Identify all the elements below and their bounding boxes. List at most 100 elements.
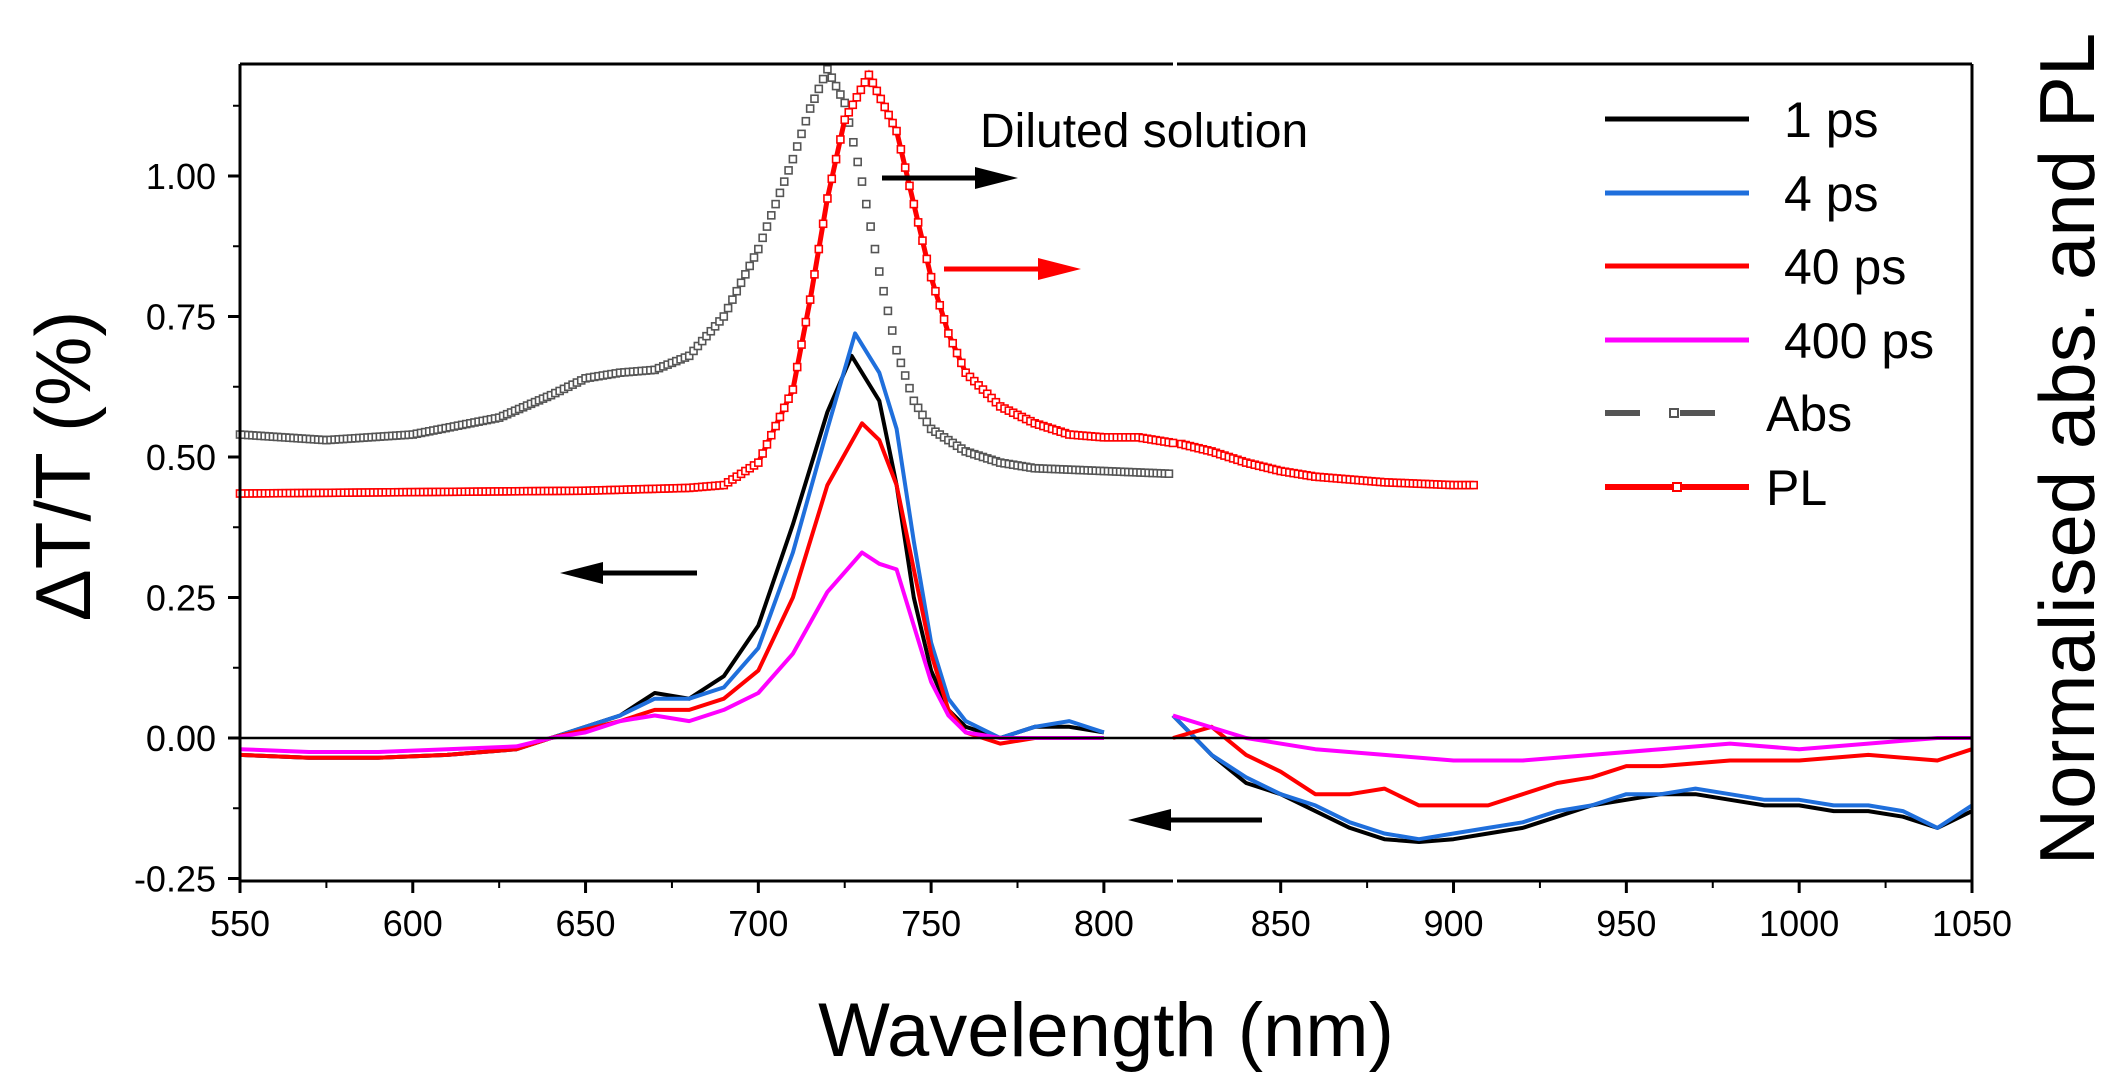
x-tick-label: 1050 xyxy=(1932,903,2012,944)
series-pl-point xyxy=(892,126,901,136)
x-tick-label: 900 xyxy=(1423,903,1483,944)
annotation-diluted-solution: Diluted solution xyxy=(980,105,1308,158)
y-tick-label: 0.00 xyxy=(146,718,216,759)
arrow-right-black xyxy=(882,167,1018,189)
x-tick-label: 1000 xyxy=(1759,903,1839,944)
series-abs-point xyxy=(853,157,862,167)
series-pl-point xyxy=(827,174,837,184)
series-abs-point xyxy=(775,188,785,198)
series-abs-point xyxy=(784,166,793,175)
series-pl-point xyxy=(754,458,763,467)
series-abs-point xyxy=(719,312,729,321)
legend-item: 1 ps xyxy=(1605,92,1879,148)
series-pl-point xyxy=(922,254,932,264)
series-abs-point xyxy=(745,261,754,271)
series-pl-point xyxy=(810,270,819,279)
series-abs-point xyxy=(922,417,932,427)
series-4ps xyxy=(1171,714,1974,842)
series-abs-point xyxy=(1164,469,1174,478)
series-abs-point xyxy=(706,326,716,336)
legend-label: 4 ps xyxy=(1784,166,1879,222)
y-tick-label: -0.25 xyxy=(134,859,216,900)
series-pl-point xyxy=(896,145,906,154)
series-abs-point xyxy=(805,104,815,113)
series-pl-point xyxy=(868,78,878,88)
arrow-right-red xyxy=(944,258,1081,280)
series-pl-point xyxy=(939,315,949,324)
y-tick-label: 0.25 xyxy=(146,578,216,619)
series-pl-point xyxy=(864,70,874,80)
arrow-left-black xyxy=(560,562,697,584)
axes xyxy=(228,62,1974,893)
y-tick-label: 0.50 xyxy=(146,437,216,478)
series-abs-point xyxy=(684,351,694,361)
series-pl-point xyxy=(775,412,785,422)
legend-item: PL xyxy=(1605,460,1827,516)
series-pl-point xyxy=(844,108,854,117)
series-abs-point xyxy=(913,403,923,413)
series-abs-point xyxy=(905,383,914,393)
series-pl-point xyxy=(872,86,882,96)
series-abs-point xyxy=(766,211,776,220)
arrow-left-black-2 xyxy=(1128,809,1262,831)
series-40ps xyxy=(239,421,1104,760)
series-abs-point xyxy=(710,322,720,331)
series-pl-point xyxy=(1168,438,1178,448)
legend-item: 40 ps xyxy=(1605,239,1906,295)
y-axis-title-right: Normalised abs. and PL xyxy=(2023,33,2111,865)
series-abs-point xyxy=(814,84,824,94)
series-pl-point xyxy=(856,85,866,95)
series-abs-point xyxy=(849,137,858,147)
legend-label: PL xyxy=(1766,460,1827,516)
series-400ps xyxy=(239,550,1104,754)
series-abs-point xyxy=(736,278,746,288)
series-abs-point xyxy=(788,154,798,164)
legend-marker xyxy=(1672,482,1682,492)
series-pl-point xyxy=(948,338,958,348)
series-abs-point xyxy=(840,98,850,108)
series-abs-point xyxy=(749,253,759,262)
series-abs-point xyxy=(758,233,767,243)
series-pl-point xyxy=(935,300,945,310)
y-axis-title: ΔT/T (%) xyxy=(19,311,107,622)
series-pl-point xyxy=(952,348,962,358)
series-pl-point xyxy=(805,295,815,304)
series-abs-point xyxy=(762,222,772,231)
series-pl-point xyxy=(905,181,914,191)
series-pl-point xyxy=(840,115,850,125)
series-pl-point xyxy=(766,430,776,440)
series-abs-point xyxy=(874,267,884,276)
series-pl-point xyxy=(836,135,845,144)
series-abs-point xyxy=(862,199,871,209)
series-pl-point xyxy=(1469,480,1478,490)
series-pl-point xyxy=(823,194,832,203)
x-tick-label: 600 xyxy=(383,903,443,944)
series-abs-point xyxy=(728,295,737,304)
series-pl-point xyxy=(797,340,806,349)
series-abs-point xyxy=(801,116,811,126)
series-pl-point xyxy=(779,403,789,413)
series-pl-point xyxy=(931,286,940,296)
x-tick-label: 550 xyxy=(210,903,270,944)
series-abs-point xyxy=(693,341,703,351)
series-pl-point xyxy=(762,440,772,449)
series-pl-point xyxy=(944,329,953,338)
tick-labels: 550 600 650 700 750 800 850 900 950 1000 1050 -0.25… xyxy=(134,156,2012,944)
series-abs-point xyxy=(892,345,901,355)
series-pl-point xyxy=(918,236,927,245)
series-pl-point xyxy=(814,244,824,254)
series-abs-point xyxy=(909,396,919,406)
series-pl-point xyxy=(884,110,893,120)
series-pl-point xyxy=(880,102,890,112)
series-abs-point xyxy=(689,346,698,356)
series-abs-point xyxy=(918,410,927,420)
series-pl-point xyxy=(860,78,870,87)
arrows xyxy=(560,167,1262,831)
series-abs-point xyxy=(723,303,733,313)
series-abs-point xyxy=(866,222,875,231)
x-axis-title: Wavelength (nm) xyxy=(818,988,1394,1073)
series-abs-point xyxy=(887,326,897,335)
series-pl-point xyxy=(913,218,923,227)
legend-item: Abs xyxy=(1605,386,1852,442)
